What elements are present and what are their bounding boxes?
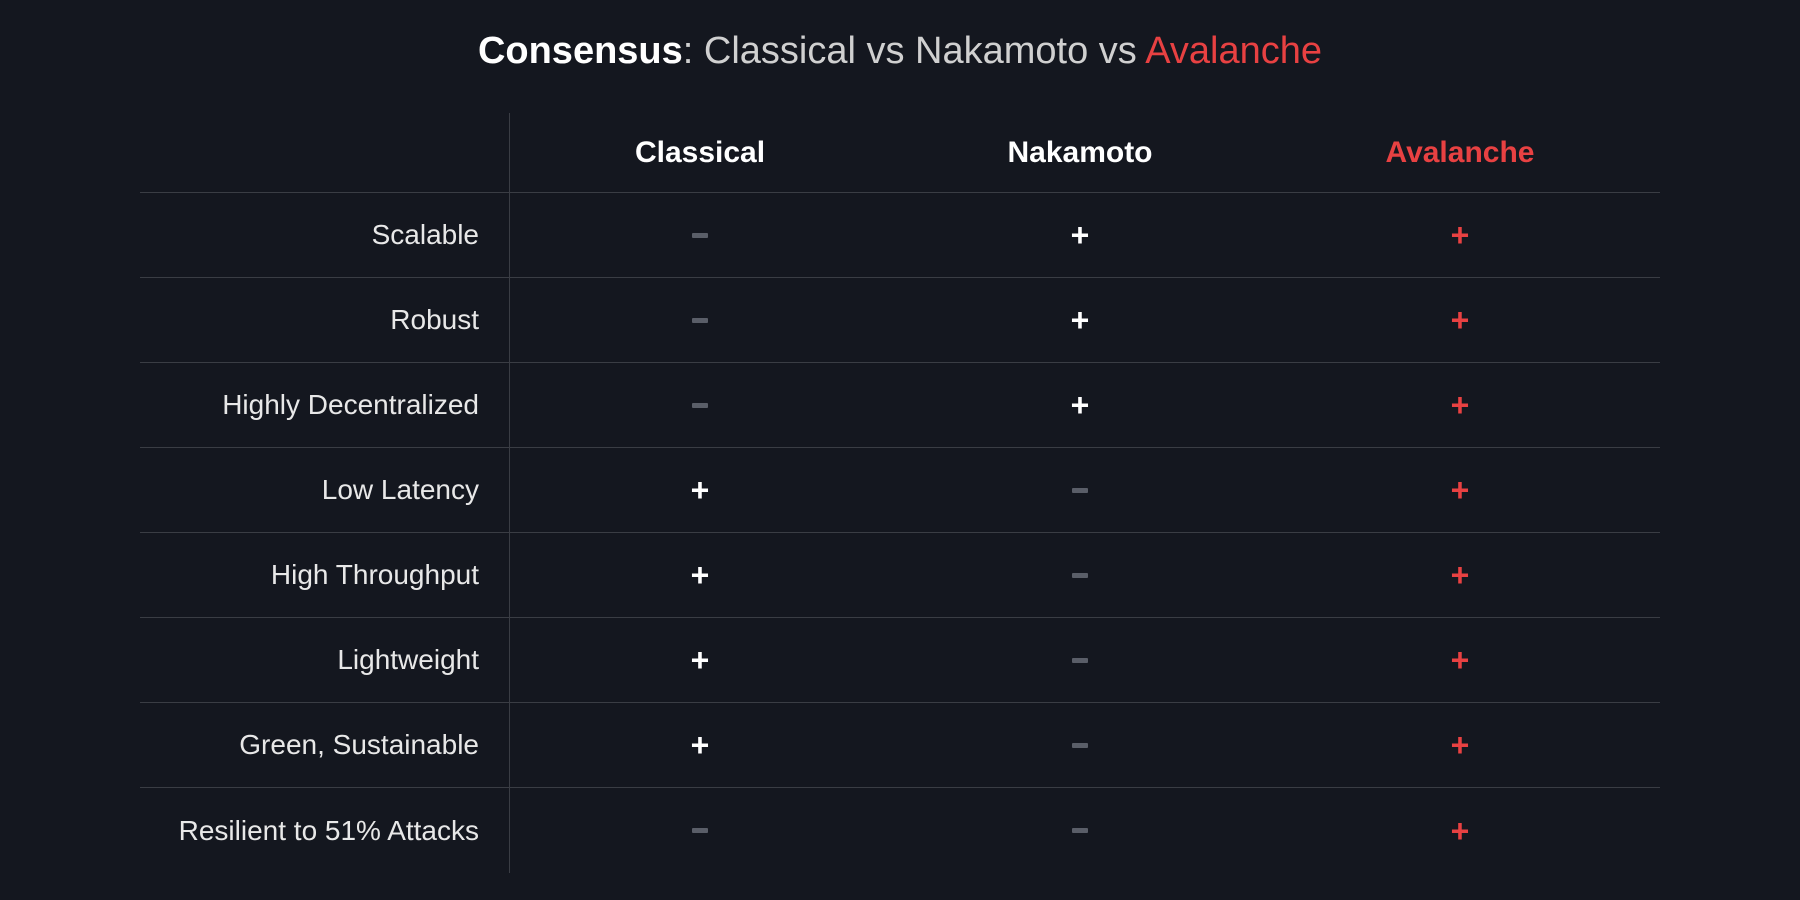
title-accent: Avalanche — [1145, 30, 1322, 72]
plus-icon: + — [1451, 815, 1470, 847]
value-cell: + — [890, 389, 1270, 421]
table-row: Green, Sustainable + + — [140, 703, 1660, 788]
comparison-table: Classical Nakamoto Avalanche Scalable++R… — [140, 113, 1660, 873]
row-label: High Throughput — [140, 533, 510, 617]
minus-icon — [1072, 488, 1088, 493]
table-header-row: Classical Nakamoto Avalanche — [140, 113, 1660, 193]
plus-icon: + — [1451, 474, 1470, 506]
value-cell: + — [510, 559, 890, 591]
title-separator: : — [683, 30, 704, 72]
title-part1: Classical vs Nakamoto vs — [704, 30, 1145, 72]
plus-icon: + — [1451, 219, 1470, 251]
value-cell — [510, 318, 890, 323]
value-cell — [890, 573, 1270, 578]
row-label: Low Latency — [140, 448, 510, 532]
value-cell: + — [1270, 389, 1650, 421]
value-cell — [890, 828, 1270, 833]
value-cell: + — [890, 304, 1270, 336]
row-label: Robust — [140, 278, 510, 362]
value-cell: + — [510, 644, 890, 676]
plus-icon: + — [1451, 644, 1470, 676]
plus-icon: + — [1451, 729, 1470, 761]
row-label: Lightweight — [140, 618, 510, 702]
table-row: Lightweight + + — [140, 618, 1660, 703]
minus-icon — [692, 828, 708, 833]
row-label: Scalable — [140, 193, 510, 277]
value-cell: + — [1270, 644, 1650, 676]
row-label: Green, Sustainable — [140, 703, 510, 787]
table-row: Robust + + — [140, 278, 1660, 363]
minus-icon — [692, 233, 708, 238]
row-label: Resilient to 51% Attacks — [140, 788, 510, 873]
value-cell — [510, 828, 890, 833]
value-cell: + — [510, 474, 890, 506]
value-cell — [510, 233, 890, 238]
value-cell: + — [1270, 815, 1650, 847]
plus-icon: + — [1071, 389, 1090, 421]
plus-icon: + — [1071, 304, 1090, 336]
value-cell: + — [1270, 474, 1650, 506]
minus-icon — [1072, 743, 1088, 748]
value-cell — [890, 658, 1270, 663]
header-label-empty — [140, 113, 510, 192]
value-cell — [510, 403, 890, 408]
plus-icon: + — [691, 644, 710, 676]
column-header-avalanche: Avalanche — [1270, 136, 1650, 170]
value-cell: + — [510, 729, 890, 761]
value-cell — [890, 488, 1270, 493]
table-row: Scalable + + — [140, 193, 1660, 278]
title-bold: Consensus — [478, 30, 683, 72]
table-row: Low Latency + + — [140, 448, 1660, 533]
value-cell — [890, 743, 1270, 748]
plus-icon: + — [691, 729, 710, 761]
plus-icon: + — [1451, 559, 1470, 591]
table-row: Highly Decentralized + + — [140, 363, 1660, 448]
minus-icon — [1072, 573, 1088, 578]
value-cell: + — [1270, 219, 1650, 251]
plus-icon: + — [1451, 304, 1470, 336]
value-cell: + — [1270, 304, 1650, 336]
table-body: Scalable + + Robust + + Highly Decentralized + +… — [140, 193, 1660, 873]
plus-icon: + — [1071, 219, 1090, 251]
column-header-classical: Classical — [510, 136, 890, 170]
column-header-nakamoto: Nakamoto — [890, 136, 1270, 170]
row-label: Highly Decentralized — [140, 363, 510, 447]
table-row: High Throughput + + — [140, 533, 1660, 618]
value-cell: + — [1270, 559, 1650, 591]
value-cell: + — [1270, 729, 1650, 761]
minus-icon — [1072, 828, 1088, 833]
minus-icon — [1072, 658, 1088, 663]
minus-icon — [692, 318, 708, 323]
table-row: Resilient to 51% Attacks + — [140, 788, 1660, 873]
plus-icon: + — [1451, 389, 1470, 421]
page-title: Consensus: Classical vs Nakamoto vs Aval… — [478, 30, 1322, 73]
plus-icon: + — [691, 474, 710, 506]
plus-icon: + — [691, 559, 710, 591]
value-cell: + — [890, 219, 1270, 251]
minus-icon — [692, 403, 708, 408]
